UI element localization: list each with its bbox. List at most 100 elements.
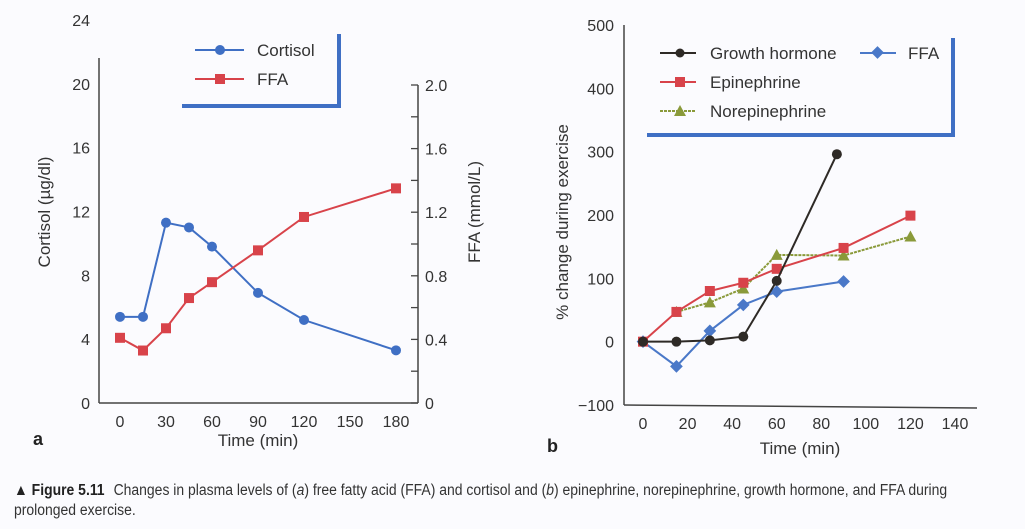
panel-a-y2label: FFA (mmol/L) [465,161,484,263]
data-point-growth-hormone [738,331,749,342]
data-point-ffa [837,275,850,288]
data-point-ffa [184,293,194,304]
legend-cortisol-marker [215,45,225,55]
panel-b-xtick-label: 40 [723,416,741,433]
data-point-cortisol [207,241,217,252]
data-point-norepinephrine [703,296,716,308]
panel-a-ytick-label: 20 [72,77,90,94]
data-point-epinephrine [704,286,715,296]
panel-a-ytick-label: 16 [72,141,90,158]
panel-a-y2tick-label: 2.0 [425,78,447,95]
series-line-cortisol [120,221,397,352]
panel-a-xtick-label: 60 [203,414,221,431]
panel-b-ylabel: % change during exercise [553,124,572,320]
data-point-ffa [253,245,263,256]
panel-b-xtick-label: 100 [853,416,880,433]
legend-cortisol-label: Cortisol [257,41,315,60]
data-point-cortisol [299,315,309,326]
data-point-cortisol [391,345,401,356]
legend-nor-marker [674,105,686,116]
data-point-norepinephrine [737,282,750,294]
panel-b-xtick-label: 20 [679,416,697,433]
data-point-ffa [299,211,309,222]
series-line-growth-hormone [643,153,838,343]
data-point-epinephrine [771,263,782,274]
panel-a-xtick-label: 30 [157,414,175,431]
data-point-growth-hormone [704,335,715,346]
legend-gh-label: Growth hormone [710,44,837,63]
data-point-epinephrine [738,277,749,288]
panel-a-y2tick-label: 0.4 [425,332,447,349]
data-point-cortisol [138,311,148,322]
panel-b-ytick-label: 0 [605,335,614,352]
data-point-epinephrine [838,242,849,253]
panel-a-y2tick-label: 1.2 [425,205,447,222]
panel-a-xtick-label: 180 [383,414,410,431]
panel-a-y2tick-label: 1.6 [425,142,447,159]
panel-b-ytick-label: 400 [587,81,614,98]
legend-ffa-label: FFA [257,70,289,89]
legend-gh-marker [675,48,685,58]
panel-a-y2tick-label: 0 [425,396,434,413]
legend-ffa-marker [215,74,225,84]
data-point-cortisol [253,287,263,298]
panel-b-xlabel: Time (min) [760,439,841,458]
data-point-ffa [207,277,217,288]
data-point-norepinephrine [770,248,783,260]
legend-ffa-label: FFA [908,44,940,63]
data-point-ffa [138,345,148,356]
data-point-epinephrine [905,210,916,221]
panel-b-bottom-axis [623,404,978,409]
caption-text: Changes in plasma levels of (a) free fat… [14,482,948,519]
data-point-norepinephrine [904,230,917,242]
series-line-norepinephrine [676,235,911,313]
data-point-ffa [161,323,171,334]
legend-epi-label: Epinephrine [710,73,801,92]
data-point-cortisol [115,311,125,322]
panel-b-xtick-label: 80 [812,416,830,433]
data-point-ffa [115,332,125,343]
panel-b-ytick-label: 200 [587,208,614,225]
panel-b-xtick-label: 60 [768,416,786,433]
data-point-growth-hormone [671,336,682,347]
panel-a-xtick-label: 120 [291,414,318,431]
panel-a-xlabel: Time (min) [218,431,299,450]
panel-a-xtick-label: 150 [337,414,364,431]
figure-canvas: 0 4 8 12 16 20 24 0 0.4 0.8 1.2 1.6 2.0 0 30 60 90 120 1… [33,13,978,458]
panel-a-ytick-label: 24 [72,13,90,30]
legend-nor-label: Norepinephrine [710,102,826,121]
panel-a-ytick-label: 0 [81,396,90,413]
data-point-ffa [391,183,401,194]
data-point-growth-hormone [638,336,648,347]
panel-a-ytick-label: 12 [72,205,90,222]
panel-b-ytick-label: 100 [587,271,614,288]
legend-border [647,38,955,137]
data-point-growth-hormone [771,275,782,286]
data-point-norepinephrine [837,249,850,261]
panel-a-y2tick-label: 0.8 [425,269,447,286]
data-point-cortisol [184,222,194,233]
data-point-growth-hormone [831,149,842,160]
series-line-ffa [642,280,844,368]
data-point-epinephrine [671,306,682,317]
legend-ffa-marker [871,46,884,59]
panel-b-ytick-label: −100 [578,398,614,415]
figure-caption: ▲ Figure 5.11 Changes in plasma levels of… [14,481,1013,521]
panel-a-ylabel: Cortisol (µg/dl) [35,157,54,268]
legend-border [182,34,341,108]
panel-b-xtick-label: 140 [942,416,969,433]
panel-b-xtick-label: 120 [897,416,924,433]
figure-label: ▲ Figure 5.11 [14,482,105,499]
panel-b-ytick-label: 500 [587,18,614,35]
panel-b-label: b [547,436,558,456]
panel-a-chart: 0 4 8 12 16 20 24 0 0.4 0.8 1.2 1.6 2.0 0 30 60 90 120 1… [33,13,484,450]
panel-a-xtick-label: 0 [116,414,125,431]
panel-a-ytick-label: 8 [81,268,90,285]
panel-b-xtick-label: 0 [639,416,648,433]
legend-epi-marker [675,77,685,87]
data-point-cortisol [161,217,171,228]
panel-a-legend: Cortisol FFA [182,34,341,108]
panel-b-legend: Growth hormone FFA Epinephrine Norepinep… [647,38,955,137]
panel-a-xtick-label: 90 [249,414,267,431]
